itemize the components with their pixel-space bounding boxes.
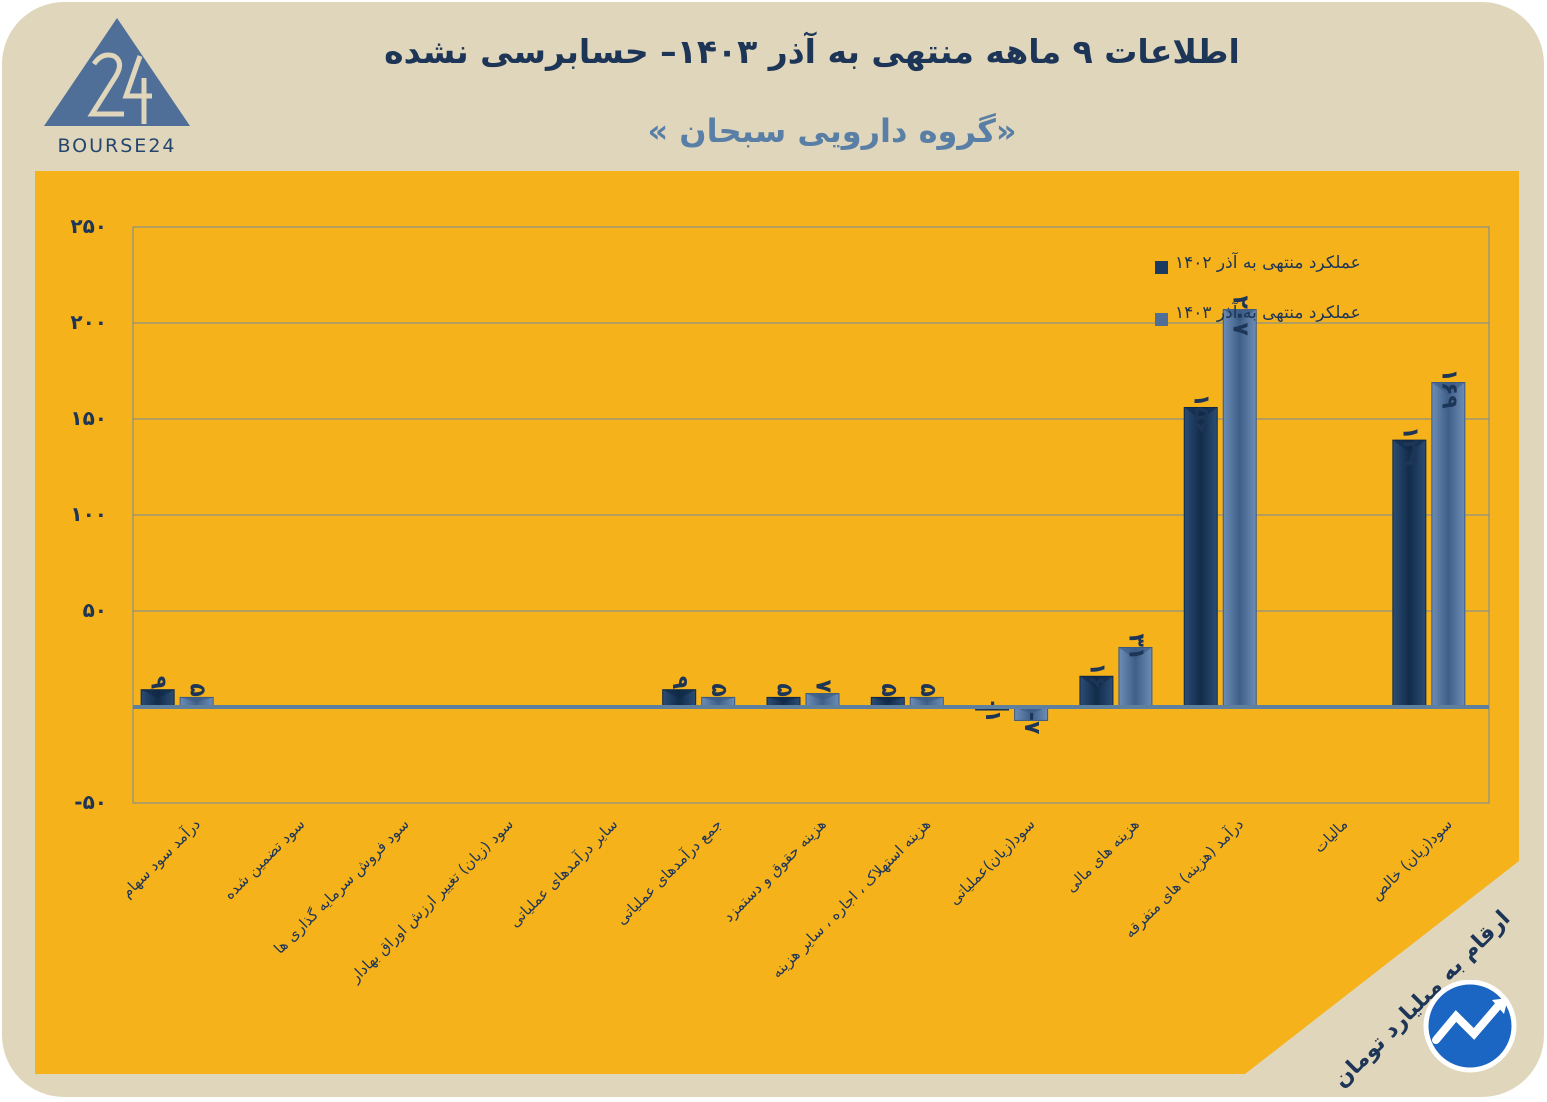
y-tick-label: ۱۵۰ [70,406,107,430]
data-label: ۵ [876,683,901,696]
y-tick-label: ۲۵۰ [70,214,107,238]
bourse24-logo [44,18,190,126]
bar-bevel [701,697,735,703]
x-tick-label: هزینه های مالی [1062,815,1143,896]
bar-bevel [1118,647,1152,660]
y-tick-label: -۵۰ [74,790,107,814]
page-title: اطلاعات ۹ ماهه منتهی به آذر ۱۴۰۳– حسابرس… [384,32,1240,71]
logo-text: BOURSE24 [57,135,177,157]
x-tick-label: مالیات [1310,815,1351,856]
legend-swatch-1403 [1155,313,1168,326]
legend-swatch-1402 [1155,261,1168,274]
data-label: ۵ [915,683,940,696]
data-label: ۵ [706,683,731,696]
chart-panel: ۹ ۵ ۹ ۵ ۵ ۷ ۵ ۵ -۱ -۷ ۱۶ ۳۱ ۱۵۶ ۲۰۷ ۱۳۹ ۱۶۹ -۵۰ ۵۰ ۱۰۰ ۱۵۰… [35,171,1519,1074]
page-subtitle: «گروه دارویی سبحان » [647,112,1017,150]
bar [1392,439,1427,708]
data-label: ۱۳۹ [1397,426,1422,466]
bar [1183,406,1218,708]
x-tick-label: درآمد (هزینه) های متفرقه [1121,815,1247,941]
x-tick-label: سود(زیان) خالص [1367,815,1456,904]
y-tick-label: ۵۰ [83,598,107,622]
bar-bevel [141,689,175,699]
data-label: ۱۵۶ [1189,393,1214,433]
x-tick-label: هزینه حقوق و دستمزد [719,815,829,925]
data-label: ۵ [185,683,210,696]
bar-bevel [662,689,696,699]
data-label: ۳۱ [1123,633,1148,660]
bar-bevel [1392,440,1426,453]
legend-item-1402: عملکرد منتهی به آذر ۱۴۰۲ [1175,253,1361,273]
x-tick-label: سود تضمین شده [220,815,308,903]
data-label: ۲۰۷ [1228,296,1253,337]
bar-bevel [806,693,839,701]
data-label: -۷ [1019,712,1044,735]
bar-bevel [1431,382,1465,395]
y-tick-label: ۲۰۰ [70,310,107,334]
bar-bevel [767,697,800,703]
bar [1222,309,1257,708]
bar-bevel [1184,407,1218,420]
bar-bevel [180,697,214,703]
trend-logo-icon [1423,980,1517,1073]
data-label: ۵ [772,683,797,696]
x-tick-label: سود(زیان)عملیاتی [945,815,1038,908]
bar-bevel [1079,676,1113,689]
data-label: ۱۶۹ [1436,369,1461,409]
data-label: ۹ [667,676,692,689]
data-label: ۷ [811,680,836,694]
data-label: ۱۶ [1084,662,1109,689]
bar-bevel [1223,309,1257,322]
bar [1431,382,1466,708]
y-tick-label: ۱۰۰ [70,502,107,526]
legend-label-1402: عملکرد منتهی به آذر ۱۴۰۲ [1175,253,1361,273]
legend-label-1403: عملکرد منتهی به آذر ۱۴۰۳ [1175,303,1361,323]
x-tick-label: سایر درآمدهای عملیاتی [505,815,621,931]
x-tick-label: جمع درآمدهای عملیاتی [612,815,725,928]
bar-bevel [871,697,905,703]
data-label: -۱ [980,700,1005,723]
bar-chart: ۹ ۵ ۹ ۵ ۵ ۷ ۵ ۵ -۱ -۷ ۱۶ ۳۱ ۱۵۶ ۲۰۷ ۱۳۹ ۱۶۹ -۵۰ ۵۰ ۱۰۰ ۱۵۰… [70,214,1519,1074]
legend-item-1403: عملکرد منتهی به آذر ۱۴۰۳ [1175,303,1361,323]
data-label: ۹ [146,676,171,689]
x-tick-label: سود (زیان) تغییر ارزش اوراق بهادار [345,815,516,986]
x-tick-label: درآمد سود سهام [118,815,204,901]
bar-bevel [910,697,944,703]
